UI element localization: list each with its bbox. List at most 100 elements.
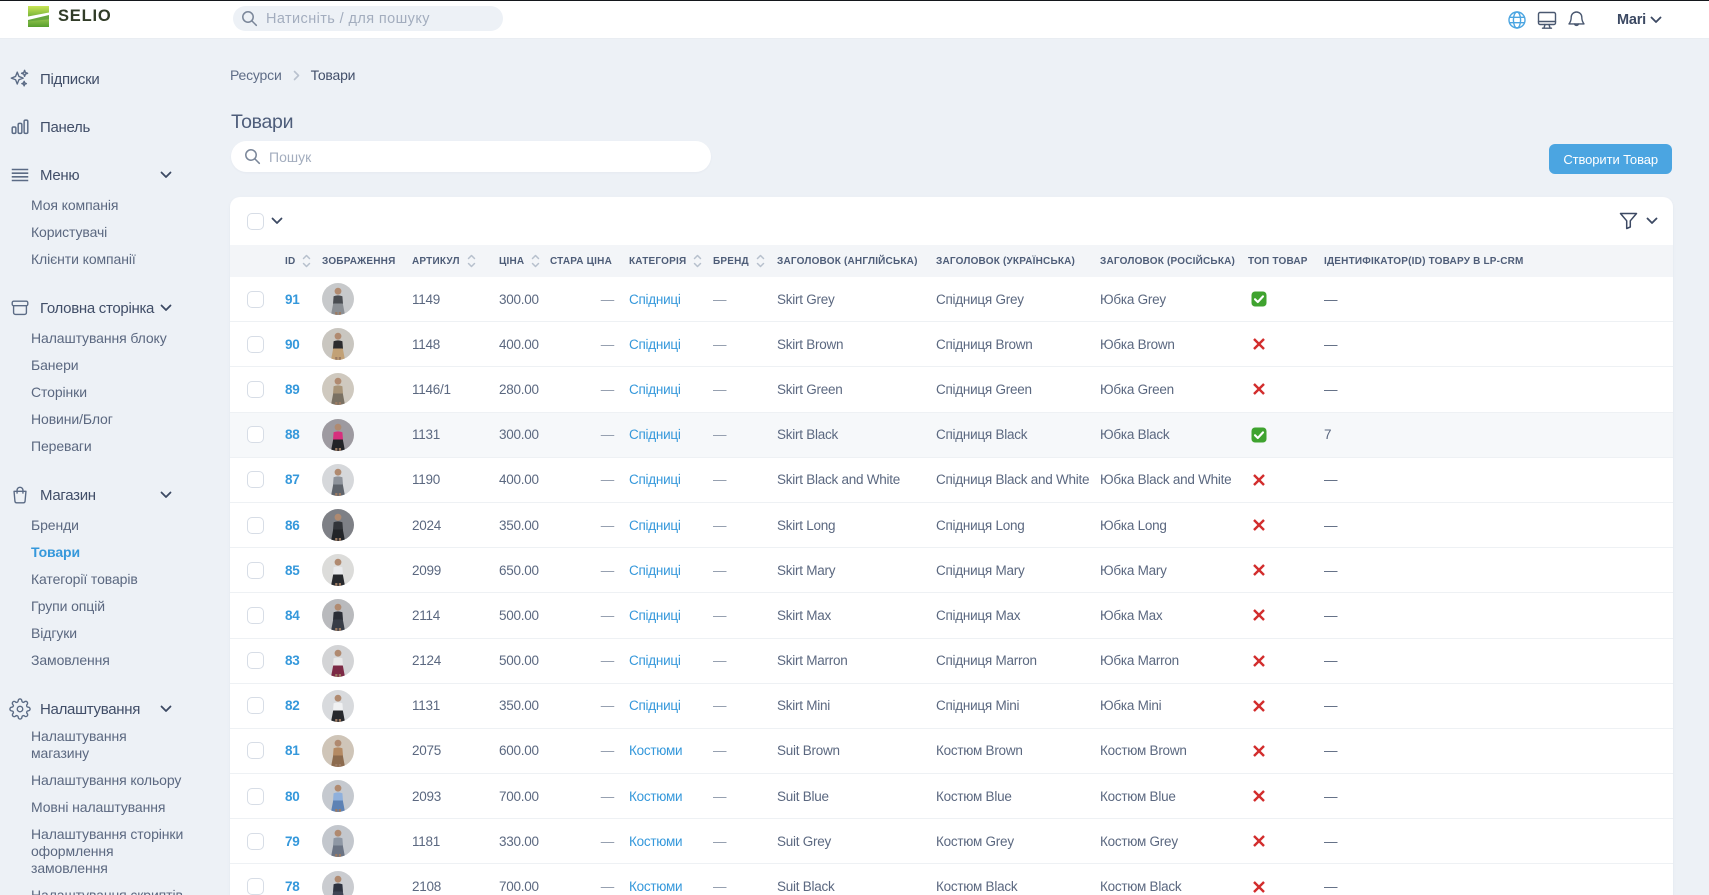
- row-id-link[interactable]: 84: [285, 607, 300, 623]
- row-delete-button[interactable]: [1633, 691, 1663, 721]
- row-more-button[interactable]: [1543, 329, 1573, 359]
- row-delete-button[interactable]: [1633, 465, 1663, 495]
- sidebar-item[interactable]: Налаштування кольору: [31, 772, 182, 788]
- product-image[interactable]: [322, 825, 354, 858]
- product-image[interactable]: [322, 418, 354, 451]
- category-link[interactable]: Костюми: [629, 743, 683, 759]
- row-view-button[interactable]: [1573, 781, 1603, 811]
- row-id-link[interactable]: 86: [285, 517, 300, 533]
- row-more-button[interactable]: [1543, 284, 1573, 314]
- row-delete-button[interactable]: [1633, 510, 1663, 540]
- row-checkbox[interactable]: [247, 380, 264, 398]
- row-delete-button[interactable]: [1633, 646, 1663, 676]
- row-edit-button[interactable]: [1603, 826, 1633, 856]
- row-view-button[interactable]: [1573, 646, 1603, 676]
- create-product-button[interactable]: Створити Товар: [1549, 144, 1672, 174]
- product-image[interactable]: [322, 599, 354, 632]
- row-checkbox[interactable]: [247, 787, 264, 805]
- sidebar-item[interactable]: Мовні налаштування: [31, 799, 166, 815]
- row-id-link[interactable]: 85: [285, 562, 300, 578]
- row-checkbox[interactable]: [247, 290, 264, 308]
- column-header-brand[interactable]: БРЕНД: [713, 254, 777, 268]
- notifications-button[interactable]: [1567, 5, 1587, 35]
- row-view-button[interactable]: [1573, 826, 1603, 856]
- sidebar-item[interactable]: Товари: [31, 544, 80, 560]
- row-delete-button[interactable]: [1633, 420, 1663, 450]
- row-id-link[interactable]: 88: [285, 427, 300, 443]
- row-checkbox[interactable]: [247, 335, 264, 353]
- row-edit-button[interactable]: [1603, 465, 1633, 495]
- row-view-button[interactable]: [1573, 510, 1603, 540]
- row-view-button[interactable]: [1573, 284, 1603, 314]
- product-image[interactable]: [322, 328, 354, 361]
- category-link[interactable]: Спідниці: [629, 517, 681, 533]
- category-link[interactable]: Спідниці: [629, 291, 681, 307]
- row-checkbox[interactable]: [247, 471, 264, 489]
- row-delete-button[interactable]: [1633, 284, 1663, 314]
- row-edit-button[interactable]: [1603, 284, 1633, 314]
- sidebar-section-6[interactable]: Налаштування: [0, 695, 230, 723]
- filter-button[interactable]: [1619, 212, 1638, 230]
- row-edit-button[interactable]: [1603, 646, 1633, 676]
- category-link[interactable]: Спідниці: [629, 427, 681, 443]
- table-search-input[interactable]: Пошук: [231, 141, 711, 172]
- row-id-link[interactable]: 91: [285, 291, 300, 307]
- row-view-button[interactable]: [1573, 736, 1603, 766]
- row-checkbox[interactable]: [247, 878, 264, 895]
- sidebar-section-4[interactable]: Головна сторінка: [0, 294, 230, 322]
- row-edit-button[interactable]: [1603, 781, 1633, 811]
- category-link[interactable]: Костюми: [629, 833, 683, 849]
- sidebar-item[interactable]: Налаштування магазину: [31, 728, 127, 761]
- product-image[interactable]: [322, 644, 354, 677]
- row-id-link[interactable]: 89: [285, 381, 300, 397]
- row-more-button[interactable]: [1543, 465, 1573, 495]
- product-image[interactable]: [322, 734, 354, 767]
- row-checkbox[interactable]: [247, 652, 264, 670]
- category-link[interactable]: Спідниці: [629, 336, 681, 352]
- row-checkbox[interactable]: [247, 516, 264, 534]
- product-image[interactable]: [322, 509, 354, 542]
- row-delete-button[interactable]: [1633, 781, 1663, 811]
- user-menu[interactable]: Mari: [1617, 12, 1662, 28]
- row-id-link[interactable]: 87: [285, 472, 300, 488]
- sidebar-item[interactable]: Категорії товарів: [31, 571, 138, 587]
- sidebar-item[interactable]: Сторінки: [31, 384, 87, 400]
- global-search-input[interactable]: Натисніть / для пошуку: [233, 6, 503, 31]
- row-view-button[interactable]: [1573, 465, 1603, 495]
- row-edit-button[interactable]: [1603, 374, 1633, 404]
- row-edit-button[interactable]: [1603, 555, 1633, 585]
- column-header-id[interactable]: ID: [285, 254, 322, 268]
- row-edit-button[interactable]: [1603, 420, 1633, 450]
- row-more-button[interactable]: [1543, 736, 1573, 766]
- language-globe-button[interactable]: [1507, 5, 1527, 35]
- category-link[interactable]: Спідниці: [629, 472, 681, 488]
- app-logo[interactable]: SELIO: [28, 6, 112, 27]
- product-image[interactable]: [322, 780, 354, 813]
- sidebar-section-3[interactable]: Меню: [0, 161, 230, 189]
- row-more-button[interactable]: [1543, 872, 1573, 895]
- category-link[interactable]: Спідниці: [629, 653, 681, 669]
- category-link[interactable]: Спідниці: [629, 381, 681, 397]
- row-checkbox[interactable]: [247, 742, 264, 760]
- row-delete-button[interactable]: [1633, 872, 1663, 895]
- sidebar-section-5[interactable]: Магазин: [0, 481, 230, 509]
- category-link[interactable]: Спідниці: [629, 607, 681, 623]
- row-delete-button[interactable]: [1633, 826, 1663, 856]
- row-more-button[interactable]: [1543, 510, 1573, 540]
- product-image[interactable]: [322, 373, 354, 406]
- product-image[interactable]: [322, 689, 354, 722]
- row-edit-button[interactable]: [1603, 329, 1633, 359]
- row-checkbox[interactable]: [247, 832, 264, 850]
- product-image[interactable]: [322, 870, 354, 895]
- row-view-button[interactable]: [1573, 691, 1603, 721]
- row-view-button[interactable]: [1573, 420, 1603, 450]
- row-more-button[interactable]: [1543, 600, 1573, 630]
- row-delete-button[interactable]: [1633, 600, 1663, 630]
- sidebar-item[interactable]: Налаштування сторінки оформлення замовле…: [31, 826, 184, 876]
- sidebar-item[interactable]: Моя компанія: [31, 197, 119, 213]
- row-edit-button[interactable]: [1603, 510, 1633, 540]
- sidebar-item[interactable]: Бренди: [31, 517, 79, 533]
- row-id-link[interactable]: 81: [285, 743, 300, 759]
- sidebar-item[interactable]: Налаштування блоку: [31, 330, 167, 346]
- site-preview-button[interactable]: [1537, 5, 1557, 35]
